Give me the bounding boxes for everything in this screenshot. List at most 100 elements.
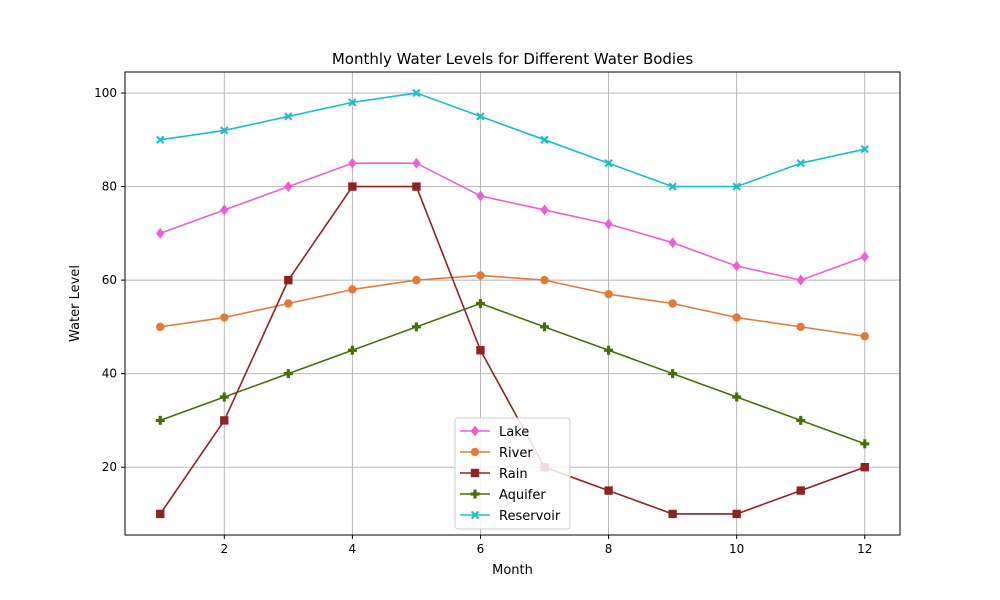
river-point — [156, 322, 165, 332]
aquifer-point — [283, 369, 293, 379]
legend-label-rain: Rain — [499, 467, 528, 482]
rain-point — [796, 486, 805, 495]
reservoir-point — [220, 126, 229, 135]
lake-point — [348, 157, 357, 169]
rain-point — [604, 486, 613, 495]
legend: Lake River Rain Aquifer Reservoir — [454, 417, 571, 530]
rain-point — [412, 182, 421, 191]
rain-point — [732, 509, 741, 519]
legend-item-lake: Lake — [460, 425, 529, 440]
river-point — [540, 275, 549, 285]
rain-point — [284, 275, 293, 285]
lake-point — [604, 218, 613, 230]
reservoir-point — [540, 135, 549, 145]
lake-point — [412, 157, 421, 169]
rain-line — [159, 185, 866, 515]
y-tick-label: 40 — [102, 367, 117, 381]
legend-marker-rain — [470, 468, 480, 478]
river-point — [668, 299, 677, 308]
reservoir-point — [156, 135, 165, 145]
legend-label-river: River — [499, 446, 533, 461]
legend-marker-river — [470, 447, 480, 457]
x-tick-label: 10 — [729, 542, 744, 556]
series-reservoir — [156, 88, 869, 191]
y-tick-label: 60 — [102, 273, 117, 287]
x-axis-label: Month — [492, 563, 533, 578]
aquifer-point — [604, 345, 614, 355]
reservoir-point — [860, 144, 869, 154]
aquifer-point — [732, 392, 742, 402]
aquifer-point — [860, 439, 870, 449]
x-tick-label: 2 — [220, 542, 228, 556]
legend-box — [454, 417, 571, 530]
y-tick-label: 20 — [102, 460, 117, 474]
reservoir-point — [284, 112, 293, 121]
river-point — [220, 313, 229, 322]
reservoir-point — [348, 98, 357, 107]
legend-marker-aquifer — [470, 489, 480, 499]
reservoir-point — [412, 88, 421, 98]
x-tick-label: 6 — [477, 542, 485, 556]
rain-point — [668, 509, 677, 519]
lake-point — [796, 274, 805, 286]
river-point — [860, 332, 869, 341]
x-tick-label: 4 — [349, 542, 357, 556]
lake-point — [540, 204, 549, 216]
lake-point — [284, 181, 293, 193]
legend-marker-reservoir — [470, 510, 480, 520]
river-point — [796, 322, 805, 332]
reservoir-point — [476, 112, 485, 121]
aquifer-point — [540, 322, 550, 332]
river-point — [348, 285, 357, 294]
plot-frame — [124, 71, 901, 536]
rain-point — [348, 182, 357, 191]
series-aquifer — [155, 299, 870, 449]
reservoir-point — [668, 182, 677, 191]
rain-point — [156, 509, 165, 519]
lake-point — [668, 237, 677, 249]
legend-item-aquifer: Aquifer — [460, 488, 546, 503]
aquifer-point — [796, 415, 806, 425]
aquifer-point — [219, 392, 229, 402]
series-layer — [155, 88, 870, 519]
lake-line — [159, 162, 866, 281]
rain-point — [476, 346, 485, 355]
aquifer-point — [347, 345, 357, 355]
y-axis-label: Water Level — [68, 265, 83, 342]
series-river — [156, 271, 869, 341]
lake-point — [156, 227, 165, 239]
river-point — [284, 299, 293, 308]
lake-point — [476, 190, 485, 202]
river-point — [732, 313, 741, 322]
river-line — [160, 274, 865, 338]
reservoir-line — [160, 92, 865, 188]
lake-point — [860, 251, 869, 263]
aquifer-line — [159, 302, 866, 445]
legend-marker-lake — [470, 425, 480, 437]
river-point — [476, 271, 485, 280]
aquifer-point — [668, 369, 678, 379]
rain-point — [860, 462, 869, 472]
x-tick-label: 8 — [605, 542, 613, 556]
axis-ticks: 2 4 6 8 10 12 20 40 60 80 100 — [94, 86, 872, 556]
y-tick-label: 80 — [102, 180, 117, 194]
aquifer-point — [475, 299, 485, 308]
legend-label-reservoir: Reservoir — [499, 509, 561, 524]
lake-point — [220, 204, 229, 216]
legend-item-rain: Rain — [460, 467, 528, 482]
aquifer-point — [411, 322, 421, 332]
river-point — [604, 289, 613, 299]
y-tick-label: 100 — [94, 86, 117, 100]
legend-label-aquifer: Aquifer — [499, 488, 546, 503]
reservoir-point — [604, 158, 613, 168]
rain-point — [220, 416, 229, 425]
river-point — [412, 275, 421, 285]
legend-label-lake: Lake — [499, 425, 529, 440]
reservoir-point — [796, 158, 805, 168]
series-lake — [156, 157, 869, 286]
legend-item-river: River — [460, 446, 533, 461]
lake-point — [732, 260, 741, 272]
x-tick-label: 12 — [857, 542, 872, 556]
chart-title: Monthly Water Levels for Different Water… — [332, 50, 694, 68]
